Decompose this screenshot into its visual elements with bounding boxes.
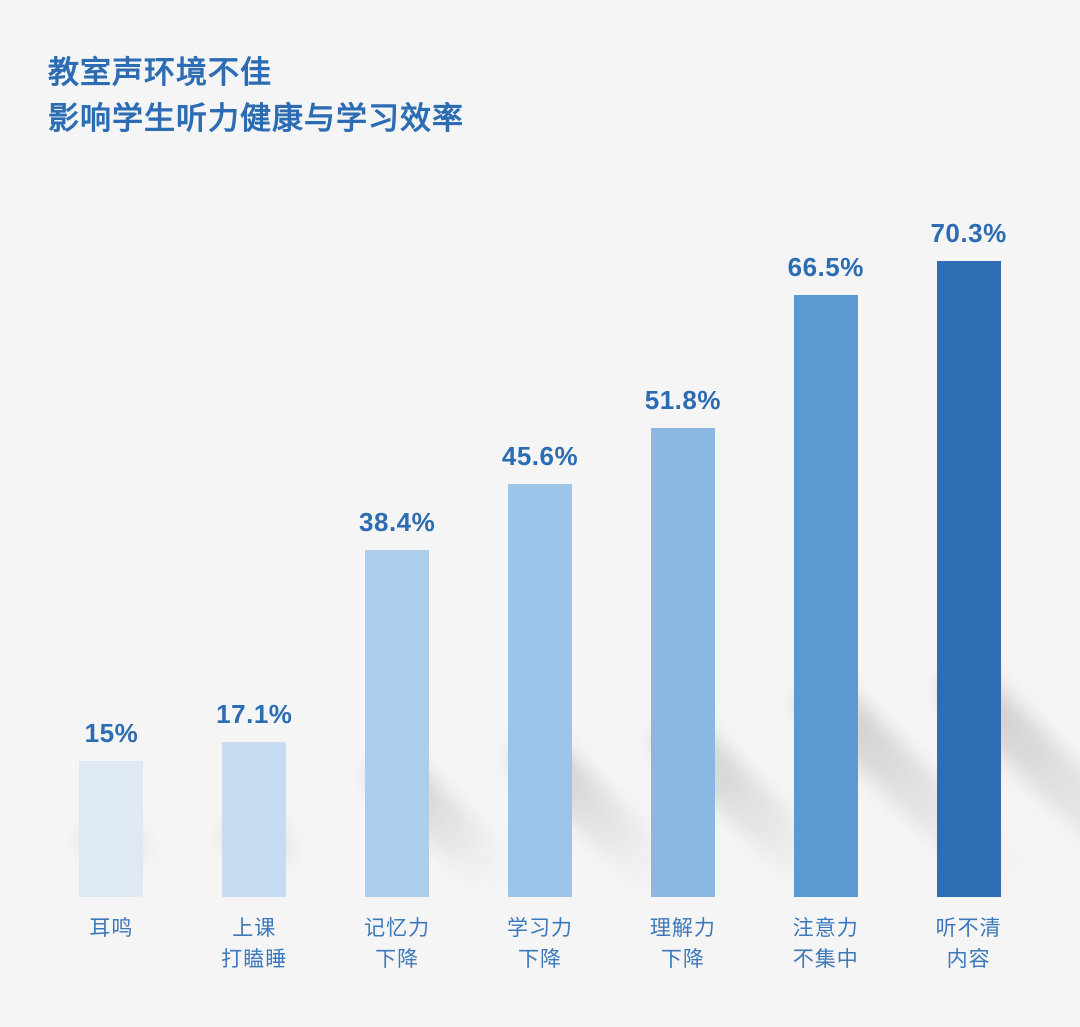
bar-category-label: 上课 打瞌睡	[221, 917, 288, 971]
bar-column: 38.4% 记忆力 下降	[326, 180, 518, 997]
bar	[793, 295, 858, 897]
bar-category-label: 记忆力 下降	[364, 917, 431, 971]
bar	[365, 549, 430, 897]
bar-value-label: 70.3%	[930, 218, 1007, 248]
bar-column: 15% 耳鸣	[40, 180, 183, 997]
bar-category-label: 理解力 下降	[649, 917, 716, 971]
chart-title: 教室声环境不佳 影响学生听力健康与学习效率	[48, 50, 464, 142]
bar-value-label: 17.1%	[216, 699, 293, 730]
bar-category-label: 耳鸣	[89, 917, 134, 940]
bar-chart: 15% 耳鸣 17.1% 上课 打瞌睡 38.4% 记忆力 下降 45.6% 学习力 下降 51.8%…	[40, 180, 1080, 997]
chart-title-line2: 影响学生听力健康与学习效率	[48, 101, 464, 136]
bar-category-label: 学习力 下降	[507, 917, 573, 971]
bar-category-label: 注意力 不集中	[792, 917, 859, 971]
bar	[650, 428, 715, 897]
chart-title-line1: 教室声环境不佳	[48, 55, 272, 90]
bar-column: 66.5% 注意力 不集中	[754, 180, 1032, 997]
bar	[936, 261, 1001, 897]
bar	[222, 742, 287, 897]
bar-value-label: 38.4%	[359, 506, 436, 537]
bar-column: 70.3% 听不清 内容	[897, 180, 1080, 997]
bar-value-label: 15%	[84, 718, 139, 749]
bar-column: 17.1% 上课 打瞌睡	[183, 180, 326, 997]
bar-category-label: 听不清 内容	[935, 917, 1002, 971]
bar-value-label: 66.5%	[787, 252, 864, 283]
bar-column: 51.8% 理解力 下降	[611, 180, 844, 997]
bar-value-label: 45.6%	[501, 441, 579, 472]
bar-value-label: 51.8%	[644, 385, 721, 416]
bar-column: 45.6% 学习力 下降	[469, 180, 683, 997]
bar	[508, 484, 572, 897]
bar	[79, 761, 144, 897]
